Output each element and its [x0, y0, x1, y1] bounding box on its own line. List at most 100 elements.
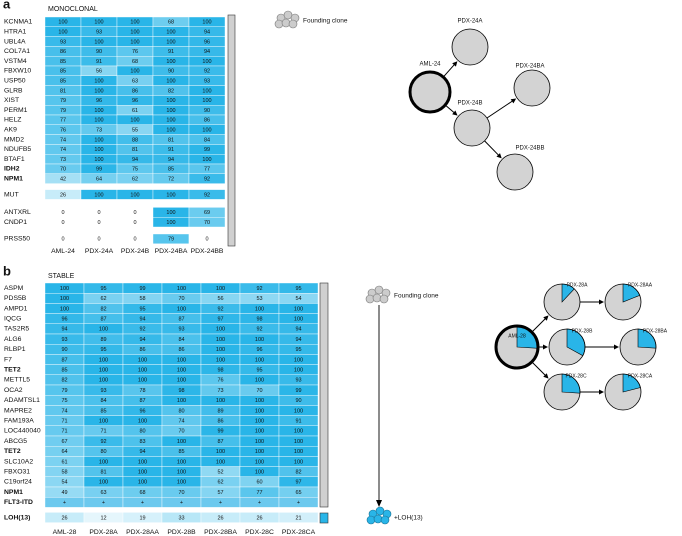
node-outline: [604, 283, 642, 321]
cell-value: 63: [132, 78, 138, 84]
cell-value: 95: [256, 367, 262, 373]
cell-value: 100: [294, 357, 303, 363]
cell-value: 100: [58, 29, 67, 35]
cell-value: 67: [61, 439, 67, 445]
gene-label: TAS2R5: [4, 326, 29, 333]
cell-value: 100: [130, 118, 139, 124]
cell-value: 100: [94, 147, 103, 153]
cell-value: 100: [202, 88, 211, 94]
panel-letter: a: [3, 0, 11, 11]
cell-value: 26: [217, 515, 223, 521]
cell-value: 84: [204, 137, 210, 143]
cell-value: 85: [178, 449, 184, 455]
cell-value: 88: [132, 137, 138, 143]
cell-value: 95: [100, 347, 106, 353]
tree-edge: [531, 361, 547, 377]
panel-letter: b: [3, 263, 11, 278]
cell-value: 58: [61, 469, 67, 475]
cell-value: 89: [217, 408, 223, 414]
gene-label: UBL4A: [4, 38, 26, 45]
column-label: AML-24: [51, 248, 75, 255]
cell-value: 100: [166, 98, 175, 104]
arrow-head: [543, 373, 549, 379]
clone-node: [453, 109, 491, 147]
gene-label: IQCG: [4, 315, 21, 322]
cell-value: +: [297, 500, 300, 506]
cell-value: 100: [94, 108, 103, 114]
gene-label: ANTXRL: [4, 209, 31, 216]
cell-value: 100: [294, 408, 303, 414]
cell-value: 26: [256, 515, 262, 521]
cell-value: 87: [217, 439, 223, 445]
cell-value: 53: [256, 296, 262, 302]
legend-label: +LOH(13): [394, 515, 423, 522]
node-label: PDX-24A: [457, 19, 482, 25]
gene-label: AMPD1: [4, 305, 28, 312]
cell-value: 71: [61, 429, 67, 435]
arrow-head: [452, 61, 458, 67]
cell-value: 100: [255, 459, 264, 465]
cell-value: 54: [61, 480, 67, 486]
node-outline: [604, 373, 642, 411]
cell-value: 87: [178, 316, 184, 322]
heat-cell: [188, 173, 226, 184]
gene-label: TET2: [4, 448, 21, 455]
cell-value: 19: [139, 515, 145, 521]
cell-value: 0: [133, 210, 136, 216]
cell-value: 74: [60, 147, 66, 153]
cell-value: 100: [138, 480, 147, 486]
cell-value: 80: [100, 449, 106, 455]
cell-value: 100: [216, 449, 225, 455]
gene-label: RLBP1: [4, 346, 26, 353]
cell-value: 100: [177, 469, 186, 475]
cell-value: 100: [166, 127, 175, 133]
cell-value: 64: [96, 176, 102, 182]
cell-value: 86: [139, 347, 145, 353]
column-label: PDX-24B: [121, 248, 150, 255]
cell-value: 79: [60, 108, 66, 114]
cell-value: 100: [294, 367, 303, 373]
node-label: PDX-28AA: [628, 282, 653, 288]
cell-value: 62: [217, 480, 223, 486]
gene-label: PERM1: [4, 107, 28, 114]
cell-value: 96: [61, 316, 67, 322]
cell-value: 100: [216, 337, 225, 343]
cell-value: 100: [216, 347, 225, 353]
gene-label: ADAMTSL1: [4, 397, 40, 404]
cell-value: 94: [132, 157, 138, 163]
cell-value: 100: [94, 20, 103, 26]
cell-value: 92: [204, 69, 210, 75]
cell-value: 0: [133, 220, 136, 226]
cell-value: 100: [166, 192, 175, 198]
cell-value: 85: [61, 367, 67, 373]
cell-value: 82: [61, 378, 67, 384]
cell-value: 79: [60, 98, 66, 104]
cell-value: 76: [217, 378, 223, 384]
cell-value: 54: [295, 296, 301, 302]
cell-value: 77: [256, 490, 262, 496]
cell-value: 70: [178, 429, 184, 435]
cell-value: 93: [61, 337, 67, 343]
cell-value: 95: [295, 347, 301, 353]
gene-label: F7: [4, 356, 12, 363]
cell-value: 74: [178, 418, 184, 424]
cell-value: 100: [130, 29, 139, 35]
cell-value: 94: [168, 157, 174, 163]
tree-edge: [484, 140, 500, 156]
cell-value: 86: [204, 118, 210, 124]
legend-label: Founding clone: [303, 18, 348, 25]
cell-value: 100: [99, 480, 108, 486]
column-label: PDX-28AA: [126, 529, 159, 536]
arrow-head: [543, 344, 548, 350]
cell-value: 100: [177, 378, 186, 384]
arrow-head: [496, 153, 502, 159]
cell-value: 70: [178, 296, 184, 302]
node-outline: [548, 328, 586, 366]
cell-value: 73: [96, 127, 102, 133]
cell-value: 100: [60, 286, 69, 292]
cell-value: 82: [100, 306, 106, 312]
cell-value: 26: [61, 515, 67, 521]
arrow-head: [543, 315, 549, 321]
cell-value: 100: [166, 210, 175, 216]
cell-value: 52: [217, 469, 223, 475]
